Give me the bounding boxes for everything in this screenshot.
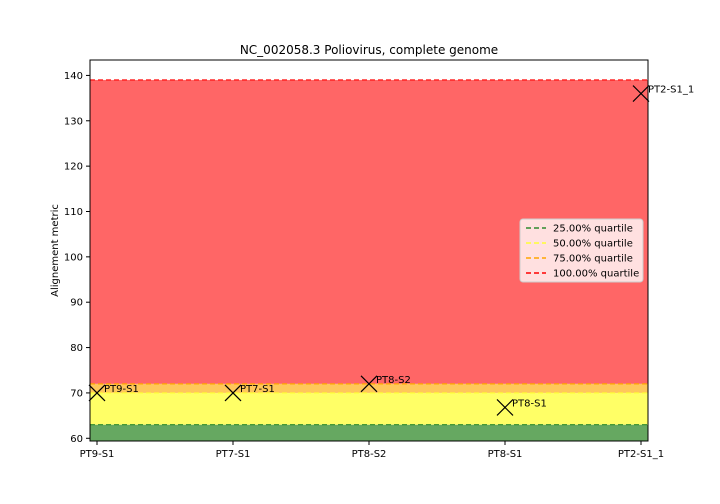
quartile-lines xyxy=(90,79,648,426)
point-marker xyxy=(632,85,650,102)
y-tick-label: 70 xyxy=(70,388,83,399)
legend-item-2: 50.00% quartile xyxy=(526,239,633,250)
y-tick-label: 110 xyxy=(64,207,83,218)
y-tick-label: 60 xyxy=(70,434,83,445)
data-point-5: PT2-S1_1 xyxy=(632,85,694,102)
legend-label: 100.00% quartile xyxy=(553,269,639,280)
x-tick-label: PT8-S2 xyxy=(352,449,387,460)
x-tick-label: PT9-S1 xyxy=(80,449,115,460)
y-axis-label: Alignement metric xyxy=(50,204,61,297)
data-point-2: PT7-S1 xyxy=(224,384,275,402)
legend-box xyxy=(519,218,644,283)
point-marker xyxy=(496,399,514,416)
y-tick-label: 100 xyxy=(64,252,83,263)
y-tick-label: 130 xyxy=(64,116,83,127)
quartile-band-2 xyxy=(90,392,648,425)
x-tick-label: PT8-S1 xyxy=(488,449,523,460)
point-label: PT9-S1 xyxy=(104,384,139,395)
point-label: PT8-S1 xyxy=(512,398,547,409)
quartile-band-3 xyxy=(90,383,648,393)
point-label: PT7-S1 xyxy=(240,384,275,395)
y-tick-label: 90 xyxy=(70,298,83,309)
legend-label: 25.00% quartile xyxy=(553,224,633,235)
point-marker xyxy=(360,375,378,393)
x-axis: PT9-S1 PT7-S1 PT8-S2 PT8-S1 PT2-S1_1 xyxy=(80,441,664,460)
y-tick-label: 140 xyxy=(64,71,83,82)
data-point-4: PT8-S1 xyxy=(496,398,547,416)
legend-item-1: 25.00% quartile xyxy=(526,224,633,235)
y-tick-label: 80 xyxy=(70,343,83,354)
x-tick-label: PT2-S1_1 xyxy=(618,449,664,460)
legend-item-3: 75.00% quartile xyxy=(526,254,633,265)
chart-title: NC_002058.3 Poliovirus, complete genome xyxy=(240,43,498,57)
legend-label: 50.00% quartile xyxy=(553,239,633,250)
data-point-1: PT9-S1 xyxy=(88,384,139,402)
point-label: PT8-S2 xyxy=(376,375,411,386)
legend-item-4: 100.00% quartile xyxy=(526,269,639,280)
legend: 25.00% quartile 50.00% quartile 75.00% qua… xyxy=(519,218,644,283)
y-tick-label: 120 xyxy=(64,162,83,173)
data-point-3: PT8-S2 xyxy=(360,375,411,393)
point-marker xyxy=(88,384,106,402)
x-tick-label: PT7-S1 xyxy=(216,449,251,460)
data-points: PT9-S1 PT7-S1 PT8-S2 PT8-S1 PT2-S1_1 xyxy=(88,85,694,416)
quartile-band-1 xyxy=(90,424,648,441)
quartile-bands xyxy=(90,79,648,441)
legend-label: 75.00% quartile xyxy=(553,254,633,265)
point-marker xyxy=(224,384,242,402)
y-axis: 60 70 80 90 100 110 120 130 140 xyxy=(64,71,90,445)
point-label: PT2-S1_1 xyxy=(648,85,694,96)
